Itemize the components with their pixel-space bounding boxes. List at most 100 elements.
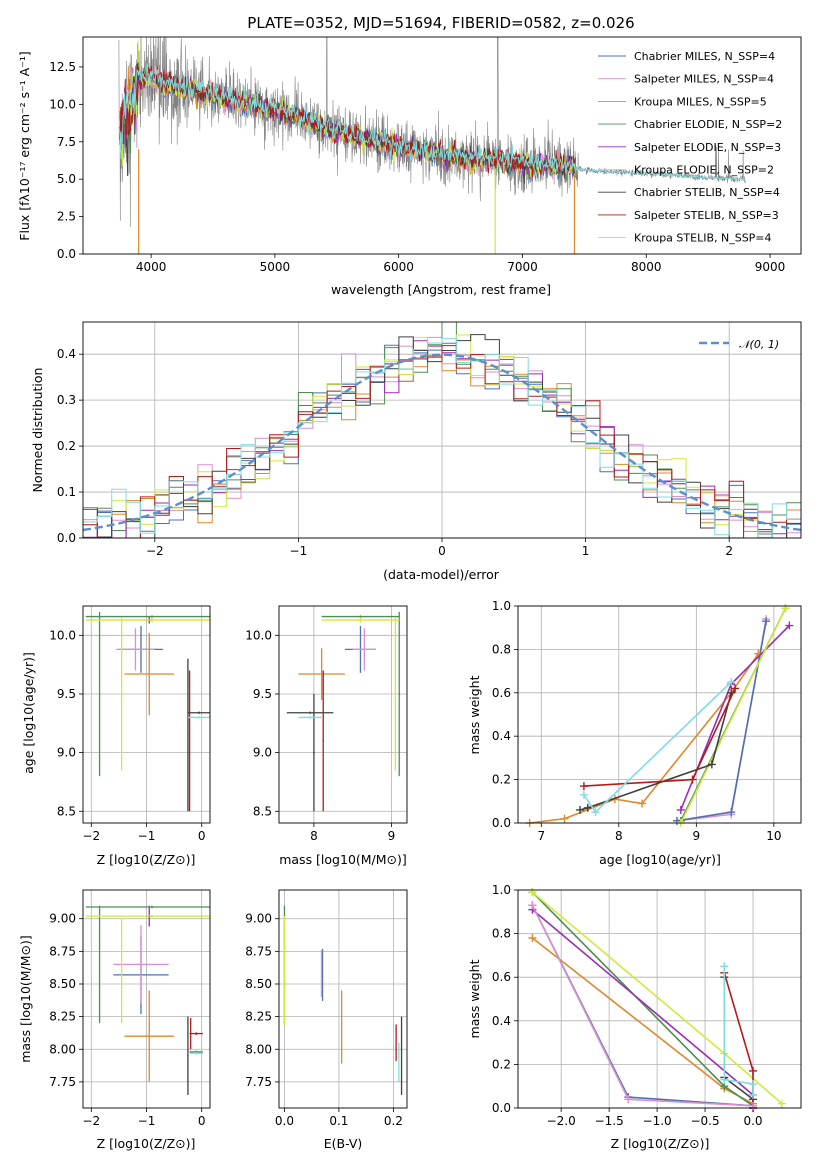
y-tick-label: 8.25 <box>49 1010 76 1024</box>
y-tick-label: 8.00 <box>49 1042 76 1056</box>
axes-frame <box>82 889 211 1109</box>
x-tick-label: −2 <box>146 544 164 558</box>
age-z-xlabel: Z [log10(Z/Z⊙)] <box>97 852 196 867</box>
y-tick-label: 5.0 <box>57 172 76 186</box>
y-tick-label: 0.3 <box>57 393 76 407</box>
weight-point-marker <box>749 1090 758 1099</box>
y-tick-label: 7.5 <box>57 135 76 149</box>
weight-point-marker <box>688 775 697 784</box>
y-tick-label: 0.4 <box>492 1014 511 1028</box>
spectrum-panel: PLATE=0352, MJD=51694, FIBERID=0582, z=0… <box>17 14 802 297</box>
weight-line-7 <box>531 904 754 1107</box>
weight-point-marker <box>749 1101 758 1110</box>
y-tick-label: 8.50 <box>245 977 272 991</box>
mass-weight-vs-metallicity-panel: Z [log10(Z/Z⊙)] mass weight −2.0 −1.5 −1.0… <box>467 883 802 1151</box>
x-tick-label: 6000 <box>383 260 414 274</box>
weight-point-marker <box>727 677 736 686</box>
weight-point-marker <box>576 805 585 814</box>
weight-point-marker <box>749 1066 758 1075</box>
weight-line-2 <box>529 653 760 824</box>
axes-frame <box>517 889 802 1109</box>
y-tick-label: 0.4 <box>57 347 76 361</box>
axes-0: 4000 5000 6000 7000 8000 9000 0.0 2.5 5.0 7.5 10.0… <box>49 37 786 274</box>
legend-label: Salpeter ELODIE, N_SSP=3 <box>634 141 781 154</box>
y-tick-label: 0.0 <box>492 1101 511 1115</box>
y-tick-label: 0.4 <box>492 729 511 743</box>
y-tick-label: 8.5 <box>253 804 272 818</box>
y-tick-label: 8.25 <box>245 1010 272 1024</box>
legend-label: Kroupa MILES, N_SSP=5 <box>634 95 767 108</box>
x-tick-label: 1 <box>582 544 590 558</box>
y-tick-label: 2.5 <box>57 210 76 224</box>
weight-line-6 <box>723 966 754 1095</box>
residual-histogram-panel: (data-model)/error Normed distribution −… <box>30 321 802 582</box>
weight-point-marker <box>720 1075 729 1084</box>
x-tick-label: 0.0 <box>743 1114 762 1128</box>
x-tick-label: 8 <box>310 829 318 843</box>
x-tick-label: 2 <box>725 544 733 558</box>
spectrum-ylabel: Flux [fλ10⁻¹⁷ erg cm⁻² s⁻¹ A⁻¹] <box>17 51 32 240</box>
x-tick-label: −1 <box>138 1114 156 1128</box>
x-tick-label: −0.5 <box>690 1114 719 1128</box>
y-tick-label: 8.5 <box>57 804 76 818</box>
spectrum-legend: Chabrier MILES, N_SSP=4 Salpeter MILES, N… <box>598 50 782 245</box>
y-tick-label: 0.6 <box>492 970 511 984</box>
y-tick-label: 7.75 <box>245 1075 272 1089</box>
x-tick-label: −1 <box>290 544 308 558</box>
weight-point-marker <box>638 799 647 808</box>
gaussian-reference-curve <box>82 353 802 532</box>
weight-point-marker <box>785 621 794 630</box>
y-tick-label: 0.6 <box>492 686 511 700</box>
legend-label: Kroupa STELIB, N_SSP=4 <box>634 232 772 245</box>
weight-point-marker <box>781 604 790 613</box>
y-tick-label: 9.5 <box>57 687 76 701</box>
y-tick-label: 0.2 <box>57 439 76 453</box>
x-tick-label: 0 <box>438 544 446 558</box>
x-tick-label: −2.0 <box>547 1114 576 1128</box>
y-tick-label: 12.5 <box>49 60 76 74</box>
age-z-ylabel: age [log10(age/yr)] <box>21 652 36 774</box>
weight-point-marker <box>707 760 716 769</box>
y-tick-label: 8.75 <box>49 944 76 958</box>
axes-6: 0.0 0.1 0.2 7.75 8.00 8.25 8.50 8.75 9.00 <box>245 890 407 1128</box>
weight-z-ylabel: mass weight <box>467 959 482 1038</box>
legend-label: Chabrier STELIB, N_SSP=4 <box>634 186 780 199</box>
y-tick-label: 0.8 <box>492 927 511 941</box>
y-tick-label: 0.1 <box>57 485 76 499</box>
y-tick-label: 8.00 <box>245 1042 272 1056</box>
y-tick-label: 0.8 <box>492 642 511 656</box>
weight-line-1 <box>531 891 754 1107</box>
weight-line-5 <box>680 607 787 824</box>
weight-point-marker <box>676 805 685 814</box>
legend-label: Chabrier MILES, N_SSP=4 <box>634 50 775 63</box>
weight-point-marker <box>583 803 592 812</box>
histogram-step-2 <box>83 355 801 538</box>
weight-line-4 <box>680 624 790 811</box>
legend-label: Kroupa ELODIE, N_SSP=2 <box>634 164 774 177</box>
axes-5: −2 −1 0 7.75 8.00 8.25 8.50 8.75 9.00 <box>49 890 210 1128</box>
y-tick-label: 0.2 <box>492 773 511 787</box>
weight-point-marker <box>528 933 537 942</box>
x-tick-label: −1.0 <box>643 1114 672 1128</box>
x-tick-label: 8 <box>615 829 623 843</box>
weight-point-marker <box>731 684 740 693</box>
x-tick-label: 0.1 <box>329 1114 348 1128</box>
y-tick-label: 0.0 <box>57 247 76 261</box>
weight-point-marker <box>762 617 771 626</box>
axes-4: 7 8 9 10 0.0 0.2 0.4 0.6 0.8 1.0 <box>492 599 801 843</box>
legend-label: 𝒩(0, 1) <box>739 338 779 351</box>
weight-point-marker <box>528 901 537 910</box>
axes-frame <box>82 605 211 824</box>
axes-2: −2 −1 0 8.5 9.0 9.5 10.0 <box>49 606 210 843</box>
weight-point-marker <box>528 888 537 897</box>
y-tick-label: 0.0 <box>57 531 76 545</box>
x-tick-label: 9000 <box>755 260 786 274</box>
axes-frame <box>278 889 408 1109</box>
axes-frame <box>82 36 802 255</box>
weight-age-xlabel: age [log10(age/yr)] <box>599 852 721 867</box>
legend-label: Salpeter MILES, N_SSP=4 <box>634 73 774 86</box>
y-tick-label: 10.0 <box>49 97 76 111</box>
x-tick-label: 0 <box>198 1114 206 1128</box>
mass-z-xlabel: Z [log10(Z/Z⊙)] <box>97 1136 196 1151</box>
weight-age-ylabel: mass weight <box>467 675 482 754</box>
